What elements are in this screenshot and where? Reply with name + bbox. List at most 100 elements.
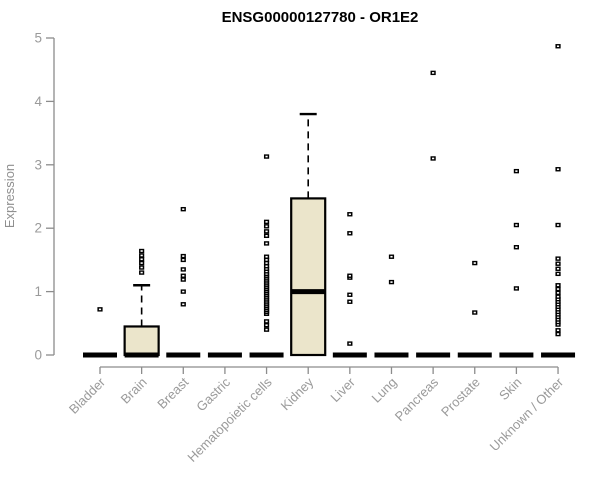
outlier-point-center <box>473 262 476 264</box>
box-group-skin <box>499 168 534 358</box>
outlier-point-center <box>556 323 560 326</box>
outlier-point-center <box>556 303 560 306</box>
outlier-point-center <box>140 250 143 252</box>
outlier-point-center <box>348 274 351 277</box>
outlier-point-center <box>140 262 143 264</box>
outlier-point-center <box>556 306 560 308</box>
box-group-prostate <box>457 260 492 358</box>
outlier-point-center <box>515 224 518 226</box>
outlier-point-center <box>556 262 560 265</box>
outlier-point-center <box>182 278 185 281</box>
outlier-point-center <box>390 255 393 258</box>
outlier-point-center <box>348 213 351 216</box>
x-tick-label: Gastric <box>193 374 233 414</box>
outlier-point-center <box>556 168 560 171</box>
box-group-breast <box>166 206 201 358</box>
y-tick-label: 3 <box>34 157 42 172</box>
outlier-point-center <box>265 270 268 273</box>
x-tick-label: Brain <box>118 375 150 407</box>
outlier-point-center <box>556 257 560 260</box>
outlier-point-center <box>265 267 268 270</box>
outlier-point-center <box>556 311 560 313</box>
outlier-point-center <box>265 328 268 331</box>
outlier-point-center <box>556 298 560 301</box>
outlier-point-center <box>98 308 102 311</box>
outlier-point-center <box>265 259 268 261</box>
outlier-point-center <box>182 259 185 261</box>
outlier-point-center <box>265 225 268 228</box>
x-tick-label: Unknown / Other <box>487 374 567 454</box>
outlier-point-center <box>556 329 560 332</box>
outlier-point-center <box>265 324 268 327</box>
outlier-point-center <box>265 265 268 268</box>
box-rect <box>290 197 327 357</box>
box-group-pancreas <box>416 70 451 358</box>
outlier-point-center <box>556 224 560 226</box>
box-group-kidney <box>290 112 327 357</box>
outlier-point-center <box>556 295 560 298</box>
box-group-unknown-other <box>541 44 576 358</box>
outlier-point-center <box>182 255 185 257</box>
y-tick-label: 5 <box>34 31 42 46</box>
outlier-point-center <box>432 72 435 74</box>
outlier-point-center <box>556 333 560 335</box>
outlier-point-center <box>556 273 560 275</box>
x-tick-label: Skin <box>496 375 524 403</box>
outlier-point-center <box>348 293 351 296</box>
outlier-point-center <box>265 221 268 223</box>
x-tick-label: Prostate <box>438 375 483 420</box>
x-tick-label: Bladder <box>66 374 109 417</box>
outlier-point-center <box>140 266 143 269</box>
outlier-point-center <box>432 157 435 160</box>
outlier-point-center <box>556 267 560 270</box>
outlier-point-center <box>556 313 560 316</box>
outlier-point-center <box>556 318 560 321</box>
outlier-point-center <box>182 274 185 277</box>
box-group-brain <box>123 248 160 358</box>
outlier-point-center <box>265 262 268 264</box>
outlier-point-center <box>140 271 143 274</box>
plot-area <box>83 44 576 358</box>
chart-title: ENSG00000127780 - OR1E2 <box>222 9 419 26</box>
y-axis: 0 1 2 3 4 5 <box>34 31 55 363</box>
x-tick-label: Liver <box>327 374 358 405</box>
outlier-point-center <box>182 290 185 293</box>
outlier-point-center <box>265 255 268 258</box>
box-group-bladder <box>83 307 117 358</box>
box-group-hematopoietic-cells <box>249 154 284 358</box>
outlier-point-center <box>556 45 560 48</box>
x-tick-label: Kidney <box>278 374 317 413</box>
y-tick-label: 1 <box>34 284 42 299</box>
outlier-point-center <box>556 316 560 318</box>
box-group-lung <box>374 254 409 358</box>
outlier-point-center <box>473 311 476 314</box>
outlier-point-center <box>556 321 560 323</box>
outlier-point-center <box>556 300 560 303</box>
outlier-point-center <box>265 230 268 233</box>
outlier-point-center <box>390 281 393 283</box>
outlier-point-center <box>348 342 351 345</box>
outlier-point-center <box>515 287 518 290</box>
outlier-point-center <box>348 300 351 303</box>
box-group-liver <box>332 212 367 358</box>
outlier-point-center <box>140 254 143 257</box>
outlier-point-center <box>556 288 560 290</box>
outlier-point-center <box>556 308 560 311</box>
outlier-point-center <box>515 170 518 172</box>
outlier-point-center <box>265 155 268 158</box>
outlier-point-center <box>265 273 268 275</box>
outlier-point-center <box>182 268 185 271</box>
outlier-point-center <box>140 258 143 261</box>
outlier-point-center <box>265 242 268 245</box>
x-tick-label: Breast <box>154 374 191 411</box>
outlier-point-center <box>515 246 518 249</box>
outlier-point-center <box>556 292 560 294</box>
outlier-point-center <box>265 320 268 323</box>
outlier-point-center <box>348 232 351 235</box>
outlier-point-center <box>265 235 268 237</box>
x-tick-label: Lung <box>369 375 400 406</box>
x-tick-label: Pancreas <box>392 374 442 424</box>
